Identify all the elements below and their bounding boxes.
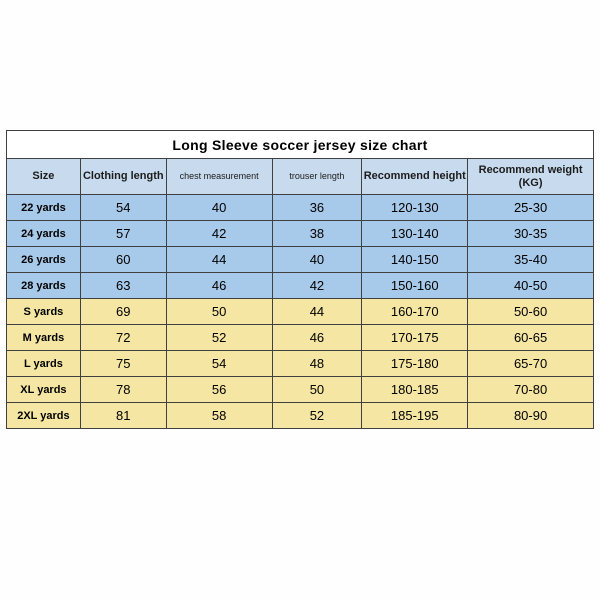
data-cell: 185-195 (362, 403, 468, 429)
data-cell: 42 (272, 273, 362, 299)
data-cell: 160-170 (362, 299, 468, 325)
data-cell: 44 (272, 299, 362, 325)
data-cell: 35-40 (468, 247, 594, 273)
data-cell: 58 (166, 403, 272, 429)
data-cell: 50 (272, 377, 362, 403)
header-row: Size Clothing length chest measurement t… (7, 159, 594, 195)
data-cell: 75 (80, 351, 166, 377)
data-cell: 40 (272, 247, 362, 273)
data-cell: 46 (272, 325, 362, 351)
data-cell: 60 (80, 247, 166, 273)
table-row: XL yards785650180-18570-80 (7, 377, 594, 403)
data-cell: 38 (272, 221, 362, 247)
size-cell: 26 yards (7, 247, 81, 273)
col-clothing-length: Clothing length (80, 159, 166, 195)
data-cell: 180-185 (362, 377, 468, 403)
table-row: L yards755448175-18065-70 (7, 351, 594, 377)
table-row: 26 yards604440140-15035-40 (7, 247, 594, 273)
data-cell: 52 (166, 325, 272, 351)
size-cell: 2XL yards (7, 403, 81, 429)
data-cell: 48 (272, 351, 362, 377)
data-cell: 44 (166, 247, 272, 273)
table-row: M yards725246170-17560-65 (7, 325, 594, 351)
data-cell: 46 (166, 273, 272, 299)
size-cell: XL yards (7, 377, 81, 403)
data-cell: 120-130 (362, 195, 468, 221)
size-cell: L yards (7, 351, 81, 377)
size-cell: 24 yards (7, 221, 81, 247)
col-rec-height: Recommend height (362, 159, 468, 195)
data-cell: 150-160 (362, 273, 468, 299)
data-cell: 69 (80, 299, 166, 325)
data-cell: 30-35 (468, 221, 594, 247)
data-cell: 50 (166, 299, 272, 325)
table-row: S yards695044160-17050-60 (7, 299, 594, 325)
data-cell: 57 (80, 221, 166, 247)
col-trouser: trouser length (272, 159, 362, 195)
data-cell: 50-60 (468, 299, 594, 325)
data-cell: 78 (80, 377, 166, 403)
size-cell: M yards (7, 325, 81, 351)
data-cell: 63 (80, 273, 166, 299)
title-row: Long Sleeve soccer jersey size chart (7, 131, 594, 159)
size-chart-table: Long Sleeve soccer jersey size chart Siz… (6, 130, 594, 429)
table-row: 24 yards574238130-14030-35 (7, 221, 594, 247)
data-cell: 65-70 (468, 351, 594, 377)
data-cell: 54 (166, 351, 272, 377)
size-cell: 22 yards (7, 195, 81, 221)
data-cell: 40-50 (468, 273, 594, 299)
col-chest: chest measurement (166, 159, 272, 195)
data-cell: 52 (272, 403, 362, 429)
data-cell: 175-180 (362, 351, 468, 377)
data-cell: 170-175 (362, 325, 468, 351)
data-cell: 72 (80, 325, 166, 351)
data-cell: 56 (166, 377, 272, 403)
chart-body: 22 yards544036120-13025-3024 yards574238… (7, 195, 594, 429)
data-cell: 70-80 (468, 377, 594, 403)
chart-title: Long Sleeve soccer jersey size chart (7, 131, 594, 159)
data-cell: 81 (80, 403, 166, 429)
data-cell: 54 (80, 195, 166, 221)
data-cell: 36 (272, 195, 362, 221)
table-row: 22 yards544036120-13025-30 (7, 195, 594, 221)
data-cell: 80-90 (468, 403, 594, 429)
size-cell: 28 yards (7, 273, 81, 299)
size-cell: S yards (7, 299, 81, 325)
data-cell: 25-30 (468, 195, 594, 221)
data-cell: 40 (166, 195, 272, 221)
table-row: 2XL yards815852185-19580-90 (7, 403, 594, 429)
col-size: Size (7, 159, 81, 195)
data-cell: 140-150 (362, 247, 468, 273)
col-rec-weight: Recommend weight (KG) (468, 159, 594, 195)
data-cell: 42 (166, 221, 272, 247)
data-cell: 130-140 (362, 221, 468, 247)
table-row: 28 yards634642150-16040-50 (7, 273, 594, 299)
data-cell: 60-65 (468, 325, 594, 351)
